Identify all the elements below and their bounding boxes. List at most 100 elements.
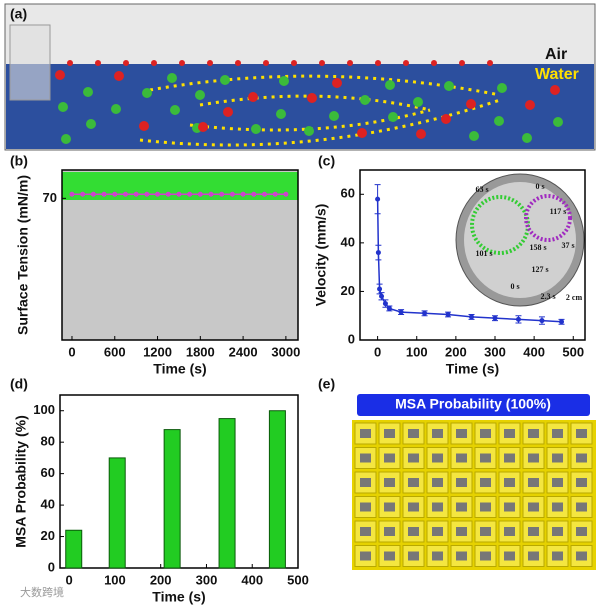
sample: [528, 551, 539, 561]
sample: [360, 453, 371, 463]
particle: [220, 75, 230, 85]
point: [251, 191, 257, 197]
y-tick-label: 60: [41, 465, 55, 480]
particle: [167, 73, 177, 83]
particle: [139, 121, 149, 131]
sample: [552, 478, 563, 487]
sample: [432, 429, 443, 438]
y-tick-label: 60: [341, 186, 355, 201]
particle: [413, 97, 423, 107]
particle: [416, 129, 426, 139]
particle: [195, 90, 205, 100]
surfactant: [291, 60, 297, 66]
surfactant: [67, 60, 73, 66]
sample: [528, 453, 539, 463]
y-tick-label: 20: [341, 283, 355, 298]
y-tick-label: 0: [48, 559, 55, 574]
sample: [552, 527, 563, 536]
surfactant: [263, 60, 269, 66]
particle: [142, 88, 152, 98]
x-tick-label: 1800: [186, 344, 215, 359]
point: [197, 191, 203, 197]
sample: [576, 453, 587, 463]
inset-label: 117 s: [550, 207, 567, 216]
point: [80, 191, 86, 197]
inset-label: 101 s: [475, 249, 492, 258]
particle: [114, 71, 124, 81]
surfactant: [459, 60, 465, 66]
sample: [360, 502, 371, 512]
point: [379, 293, 385, 299]
point: [144, 191, 150, 197]
sample: [480, 429, 491, 438]
particle: [223, 107, 233, 117]
panel-label: (c): [318, 153, 335, 169]
particle: [276, 109, 286, 119]
point: [445, 312, 451, 317]
sample: [576, 551, 587, 561]
particle: [55, 70, 65, 80]
water: [6, 64, 594, 149]
x-tick-label: 3000: [271, 344, 300, 359]
particle: [111, 104, 121, 114]
title-box: [357, 394, 590, 416]
particle: [550, 85, 560, 95]
surfactant: [123, 60, 129, 66]
sample: [552, 429, 563, 438]
particle: [469, 131, 479, 141]
particle: [466, 99, 476, 109]
inset-label: 37 s: [561, 241, 574, 250]
sample: [480, 551, 491, 561]
sample: [432, 551, 443, 561]
particle: [357, 128, 367, 138]
point: [112, 191, 118, 197]
panel-label: (b): [10, 153, 28, 169]
particle: [248, 92, 258, 102]
surfactant: [235, 60, 241, 66]
sample: [480, 478, 491, 487]
sample: [456, 478, 467, 487]
point: [176, 191, 182, 197]
point: [69, 191, 75, 197]
sample: [384, 502, 395, 512]
particle: [307, 93, 317, 103]
x-tick-label: 2400: [229, 344, 258, 359]
x-tick-label: 100: [104, 572, 126, 587]
particle: [198, 122, 208, 132]
sample: [360, 478, 371, 487]
sample: [432, 502, 443, 512]
plot-frame: [61, 169, 299, 341]
y-axis-label: Surface Tension (mN/m): [15, 175, 31, 335]
y-tick-label: 80: [41, 434, 55, 449]
surfactant: [207, 60, 213, 66]
sample: [408, 429, 419, 438]
x-tick-label: 500: [287, 572, 309, 587]
particle: [58, 102, 68, 112]
panel-label: (e): [318, 376, 335, 392]
particle: [360, 95, 370, 105]
sample: [528, 429, 539, 438]
surfactant: [487, 60, 493, 66]
sample: [504, 478, 515, 487]
point: [187, 191, 193, 197]
sample: [528, 527, 539, 536]
point: [559, 319, 565, 325]
sample: [384, 453, 395, 463]
surfactant: [403, 60, 409, 66]
sample: [552, 551, 563, 561]
x-tick-label: 200: [150, 572, 172, 587]
surfactant: [179, 60, 185, 66]
sample: [432, 478, 443, 487]
particle: [444, 81, 454, 91]
sample: [576, 429, 587, 438]
surfactant: [431, 60, 437, 66]
surfactant: [151, 60, 157, 66]
bar: [65, 529, 83, 569]
bar: [163, 429, 181, 569]
point: [469, 314, 475, 320]
sample: [456, 429, 467, 438]
x-axis-label: Time (s): [446, 361, 499, 377]
sample: [576, 478, 587, 487]
inset-label: 127 s: [531, 265, 548, 274]
